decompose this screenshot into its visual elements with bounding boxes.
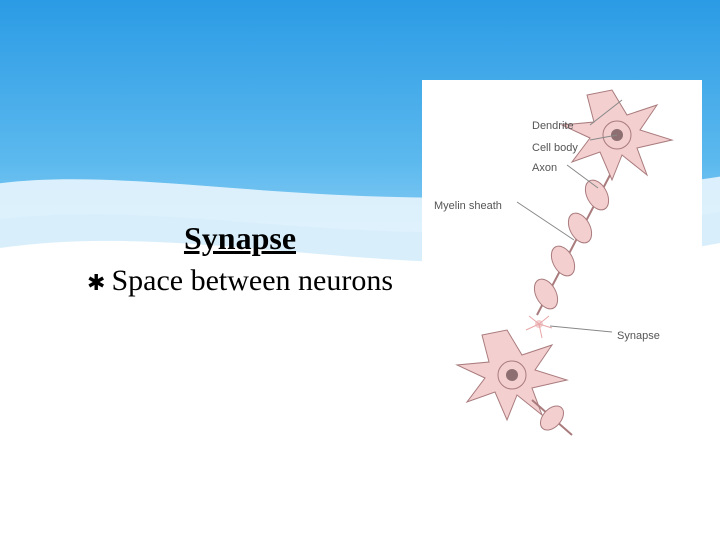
- label-synapse: Synapse: [617, 330, 660, 342]
- axon: [530, 175, 614, 315]
- synapse-burst: [526, 316, 552, 338]
- text-block: Synapse ✱Space between neurons: [80, 220, 400, 299]
- label-myelin: Myelin sheath: [434, 200, 502, 212]
- neuron-diagram: Dendrite Cell body Axon Myelin sheath Sy…: [422, 80, 702, 440]
- lower-neuron: [457, 330, 572, 435]
- bullet-text: Space between neurons: [111, 264, 393, 297]
- bullet-line: ✱Space between neurons: [80, 263, 400, 299]
- label-axon: Axon: [532, 162, 557, 174]
- label-dendrite: Dendrite: [532, 120, 574, 132]
- label-cellbody: Cell body: [532, 142, 578, 154]
- slide-title: Synapse: [80, 220, 400, 257]
- bullet-glyph: ✱: [87, 270, 105, 295]
